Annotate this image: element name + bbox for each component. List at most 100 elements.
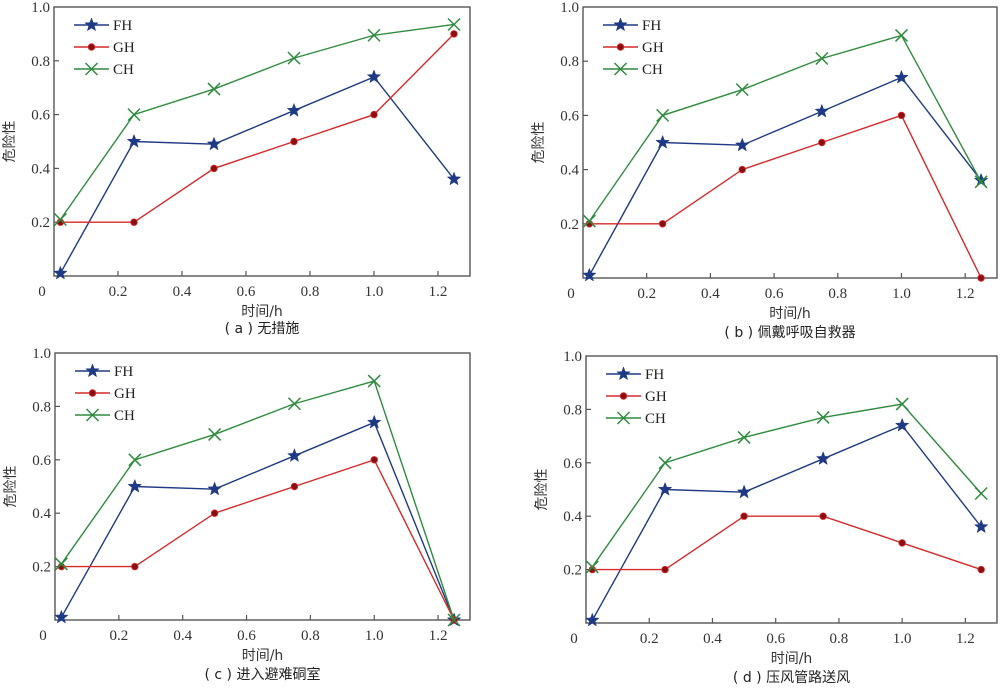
legend-marker-star-icon (84, 17, 99, 32)
data-point-ch (287, 397, 301, 411)
y-tick-label: 0.4 (32, 506, 51, 522)
data-point-gh (131, 562, 139, 571)
x-tick-label: 0 (570, 631, 578, 647)
data-point-fh (973, 172, 989, 187)
data-point-ch (367, 28, 381, 42)
x-tick-label: 1.0 (893, 631, 912, 647)
x-tick-label: 0.4 (173, 284, 192, 300)
data-point-ch-stroke2 (895, 397, 909, 411)
chart-panel-d: 0 0.2 0.4 0.6 0.8 1.0 1.2 0.2 0.4 0.6 0.8 1.0 时间/h 危险… (534, 349, 998, 686)
y-tick-label: 0.6 (563, 456, 582, 472)
series-ch (582, 28, 988, 228)
chart-panel-b: 0 0.2 0.4 0.6 0.8 1.0 1.2 0.2 0.4 0.6 0.8 1.0 时间/h 危险… (531, 0, 998, 341)
data-point-ch-stroke2 (816, 410, 830, 424)
series-line-ch (588, 34, 982, 222)
data-point-ch (737, 430, 751, 444)
series-line-gh (60, 33, 455, 223)
data-point-fh (815, 451, 831, 466)
data-point-ch (53, 212, 67, 227)
data-point-ch-stroke2 (367, 28, 381, 42)
x-tick-label: 0.6 (237, 628, 256, 644)
data-point-ch-stroke2 (127, 108, 141, 122)
legend-item-fh: FH (606, 366, 664, 383)
legend-label: CH (645, 411, 666, 427)
x-tick-label: 0.8 (830, 631, 849, 647)
data-point-fh (894, 69, 909, 84)
data-point-fh (655, 134, 670, 149)
x-tick-label: 0 (38, 284, 46, 300)
plot-frame (53, 6, 471, 277)
x-tick-label: 0.2 (109, 284, 128, 300)
series-gh (56, 30, 458, 226)
x-tick-label: 0.2 (637, 286, 656, 302)
x-tick-label: 0 (39, 628, 47, 644)
legend-item-gh: GH (74, 40, 135, 56)
data-point-ch (585, 560, 599, 574)
data-point-gh (370, 110, 378, 119)
legend-label: GH (645, 389, 667, 405)
panel-caption: ( a ) 无措施 (225, 321, 300, 337)
y-tick-label: 0.8 (560, 54, 579, 70)
x-tick-label: 0.8 (301, 628, 320, 644)
data-point-gh (658, 220, 667, 228)
data-point-fh (736, 484, 752, 499)
legend-marker-dot-icon (619, 392, 628, 400)
series-ch (54, 374, 461, 627)
y-tick-label: 1.0 (560, 0, 579, 16)
x-axis-label: 时间/h (769, 306, 811, 322)
y-axis-label: 危险性 (3, 466, 19, 508)
plot-frame (54, 352, 471, 621)
y-axis-label: 危险性 (534, 469, 550, 511)
data-point-ch-stroke2 (582, 214, 596, 228)
legend-item-ch: CH (606, 411, 666, 427)
chart-panel-c: 0 0.2 0.4 0.6 0.8 1.0 1.2 0.2 0.4 0.6 0.8 1.0 时间/h 危险… (3, 346, 471, 683)
data-point-gh (450, 30, 458, 38)
legend-label: CH (114, 408, 135, 424)
data-point-fh (973, 519, 989, 534)
chart-panel-a: 0 0.2 0.4 0.6 0.8 1.0 1.2 0.2 0.4 0.6 0.8 1.0 时间/h 危险… (2, 0, 471, 337)
legend: FH GH CH (603, 17, 664, 78)
y-tick-label: 0.8 (32, 399, 51, 415)
y-tick-label: 0.2 (563, 563, 582, 579)
legend-item-fh: FH (603, 17, 661, 34)
panel-caption: ( b ) 佩戴呼吸自救器 (724, 325, 855, 341)
legend-item-gh: GH (606, 389, 667, 405)
x-tick-label: 0.8 (301, 284, 320, 300)
legend-marker-x-icon (616, 411, 631, 425)
data-point-fh (127, 478, 143, 493)
legend-marker-dot-icon (88, 389, 97, 397)
legend-marker-star-icon (613, 17, 628, 32)
x-tick-label: 1.2 (956, 631, 975, 647)
legend-marker-x-icon (84, 62, 99, 76)
legend-marker-x-icon-stroke2 (616, 411, 631, 425)
y-tick-label: 0.8 (31, 54, 50, 70)
data-point-fh (206, 136, 222, 151)
data-point-ch-stroke2 (367, 374, 381, 388)
legend-marker-x-icon (613, 62, 628, 76)
y-tick-label: 0.6 (31, 108, 50, 124)
data-point-fh (287, 448, 302, 463)
x-tick-label: 0.8 (828, 286, 847, 302)
data-point-fh (894, 417, 910, 432)
data-point-ch (54, 557, 68, 571)
series-line-fh (588, 76, 982, 276)
legend-marker-x-icon-stroke2 (85, 408, 100, 422)
x-tick-label: 0 (567, 286, 575, 302)
legend-marker-star-icon (85, 363, 100, 378)
legend-label: GH (113, 40, 135, 56)
data-point-ch (735, 83, 749, 97)
legend: FH GH CH (74, 17, 135, 78)
legend: FH GH CH (606, 366, 667, 427)
data-point-ch-stroke2 (974, 486, 988, 501)
data-point-ch (656, 108, 670, 122)
data-point-ch-stroke2 (974, 175, 988, 189)
data-point-ch (815, 51, 829, 66)
data-point-ch (894, 28, 908, 42)
data-point-fh (814, 103, 830, 118)
data-point-gh (370, 456, 378, 464)
legend-label: FH (114, 364, 133, 380)
legend-marker-dot-icon (87, 43, 96, 51)
series-line-fh (59, 76, 455, 274)
y-tick-label: 0.4 (563, 509, 582, 525)
data-point-fh (366, 414, 382, 429)
